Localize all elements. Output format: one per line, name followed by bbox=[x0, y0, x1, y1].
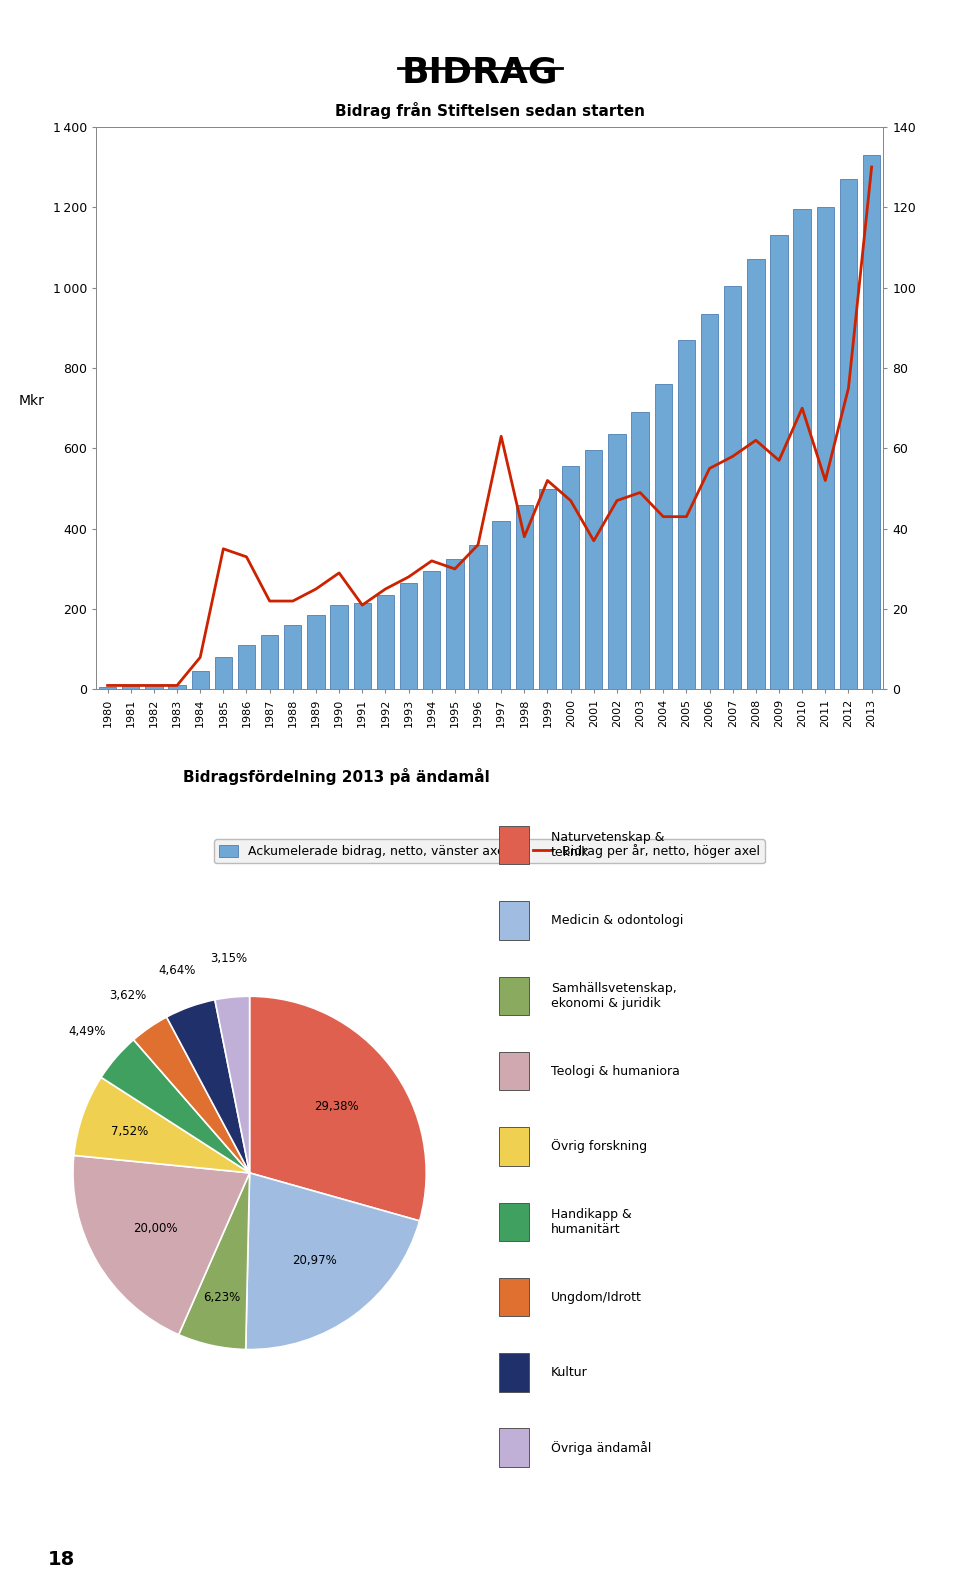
Text: 20,97%: 20,97% bbox=[293, 1254, 337, 1268]
Wedge shape bbox=[133, 1018, 250, 1173]
Bar bbox=[215, 658, 232, 689]
Bar bbox=[168, 685, 185, 689]
Bar bbox=[499, 1278, 530, 1316]
Text: Medicin & odontologi: Medicin & odontologi bbox=[551, 915, 684, 927]
Bar bbox=[145, 685, 162, 689]
Wedge shape bbox=[179, 1173, 250, 1349]
Bar bbox=[747, 260, 764, 689]
Text: 4,64%: 4,64% bbox=[158, 964, 196, 976]
Bar bbox=[724, 285, 741, 689]
Text: 6,23%: 6,23% bbox=[204, 1290, 241, 1303]
Title: Bidrag från Stiftelsen sedan starten: Bidrag från Stiftelsen sedan starten bbox=[335, 101, 644, 119]
Text: Teologi & humaniora: Teologi & humaniora bbox=[551, 1065, 680, 1078]
Text: Ungdom/Idrott: Ungdom/Idrott bbox=[551, 1290, 642, 1303]
Wedge shape bbox=[74, 1078, 250, 1173]
Text: 3,62%: 3,62% bbox=[108, 989, 146, 1002]
Text: 20,00%: 20,00% bbox=[132, 1222, 178, 1235]
Wedge shape bbox=[166, 1000, 250, 1173]
Text: 29,38%: 29,38% bbox=[315, 1100, 359, 1113]
Bar bbox=[794, 209, 811, 689]
Bar bbox=[632, 412, 649, 689]
Bar bbox=[191, 672, 209, 689]
Bar bbox=[492, 520, 510, 689]
Text: Samhällsvetenskap,
ekonomi & juridik: Samhällsvetenskap, ekonomi & juridik bbox=[551, 981, 677, 1010]
Text: BIDRAG: BIDRAG bbox=[401, 55, 559, 89]
Bar bbox=[499, 826, 530, 864]
Bar bbox=[539, 488, 556, 689]
Wedge shape bbox=[215, 997, 250, 1173]
Y-axis label: Mkr: Mkr bbox=[19, 395, 45, 409]
Bar bbox=[678, 339, 695, 689]
Bar bbox=[469, 545, 487, 689]
Bar bbox=[562, 466, 579, 689]
Text: 18: 18 bbox=[48, 1550, 75, 1569]
Text: Övrig forskning: Övrig forskning bbox=[551, 1140, 647, 1154]
Text: Handikapp &
humanitärt: Handikapp & humanitärt bbox=[551, 1208, 632, 1236]
Bar bbox=[585, 450, 603, 689]
Bar bbox=[499, 1052, 530, 1090]
Bar bbox=[817, 208, 834, 689]
Bar bbox=[499, 1428, 530, 1466]
Bar bbox=[499, 976, 530, 1014]
Bar bbox=[701, 314, 718, 689]
Text: Bidragsfördelning 2013 på ändamål: Bidragsfördelning 2013 på ändamål bbox=[182, 767, 490, 785]
Bar bbox=[840, 179, 857, 689]
Bar bbox=[376, 594, 395, 689]
Text: 7,52%: 7,52% bbox=[111, 1124, 148, 1138]
Bar bbox=[609, 434, 626, 689]
Bar bbox=[423, 571, 441, 689]
Bar bbox=[307, 615, 324, 689]
Wedge shape bbox=[73, 1155, 250, 1335]
Bar bbox=[400, 583, 418, 689]
Wedge shape bbox=[246, 1173, 420, 1349]
Bar bbox=[499, 1354, 530, 1392]
Bar bbox=[353, 602, 371, 689]
Bar bbox=[770, 235, 788, 689]
Bar bbox=[238, 645, 255, 689]
Legend: Ackumelerade bidrag, netto, vänster axel, Bidrag per år, netto, höger axel: Ackumelerade bidrag, netto, vänster axel… bbox=[214, 840, 765, 864]
Bar bbox=[499, 1203, 530, 1241]
Bar bbox=[655, 384, 672, 689]
Bar bbox=[122, 686, 139, 689]
Text: Kultur: Kultur bbox=[551, 1366, 588, 1379]
Bar bbox=[499, 902, 530, 940]
Text: Övriga ändamål: Övriga ändamål bbox=[551, 1441, 652, 1455]
Text: Naturvetenskap &
teknik: Naturvetenskap & teknik bbox=[551, 831, 664, 859]
Wedge shape bbox=[101, 1040, 250, 1173]
Bar bbox=[284, 624, 301, 689]
Text: 3,15%: 3,15% bbox=[209, 953, 247, 965]
Wedge shape bbox=[250, 997, 426, 1220]
Bar bbox=[99, 688, 116, 689]
Bar bbox=[499, 1127, 530, 1165]
Bar bbox=[516, 504, 533, 689]
Bar bbox=[863, 155, 880, 689]
Bar bbox=[261, 636, 278, 689]
Text: 4,49%: 4,49% bbox=[68, 1025, 106, 1038]
Bar bbox=[330, 605, 348, 689]
Bar bbox=[446, 560, 464, 689]
